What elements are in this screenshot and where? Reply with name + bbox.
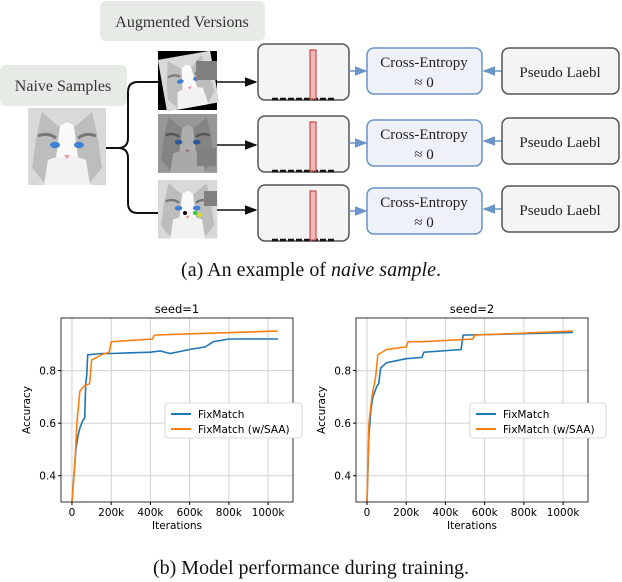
x-tick-label: 200k	[98, 507, 125, 519]
cross-entropy-box	[366, 47, 483, 95]
cross-entropy-box	[366, 119, 483, 167]
augmented-image-3	[156, 178, 219, 240]
caption-a: (a) An example of naive sample.	[181, 259, 441, 281]
chart-title: seed=1	[155, 302, 199, 316]
x-tick-label: 1000k	[547, 507, 581, 519]
legend-frame	[164, 402, 303, 439]
x-tick-label: 400k	[432, 507, 459, 519]
loss-name: Cross-Entropy	[380, 55, 468, 71]
pseudo-label-box	[501, 47, 620, 95]
caption-b: (b) Model performance during training.	[153, 557, 469, 579]
histogram-peak-bar	[309, 121, 317, 172]
histogram-peak-bar	[309, 49, 317, 100]
series-line-fixmatch	[71, 338, 278, 503]
y-tick-label: 0.6	[334, 418, 351, 430]
chart-2: 0 200k 400k 600k 800k 1000k 0.4 0.6 0.8 seed=2 Ite…	[316, 302, 607, 532]
pseudo-label-box	[501, 117, 620, 165]
y-axis-label: Accuracy	[316, 386, 328, 434]
bracket-connector	[106, 81, 158, 214]
legend-label: FixMatch (w/SAA)	[503, 424, 595, 436]
x-tick-label: 800k	[216, 507, 243, 519]
x-axis-label: Iterations	[447, 520, 497, 532]
legend: FixMatch FixMatch (w/SAA)	[469, 402, 607, 439]
y-tick-label: 0.8	[39, 366, 56, 378]
augmented-label: Augmented Versions	[115, 14, 248, 31]
legend: FixMatch FixMatch (w/SAA)	[164, 402, 303, 439]
loss-name: Cross-Entropy	[380, 127, 468, 143]
pseudo-label-box	[501, 185, 620, 233]
chart-1: 0 200k 400k 600k 800k 1000k 0.4 0.6 0.8 seed=1 Ite…	[21, 302, 303, 532]
series-line-fixmatch-saa	[366, 330, 573, 503]
naive-sample-image	[26, 106, 108, 187]
loss-value: ≈ 0	[414, 215, 433, 231]
legend-label: FixMatch	[503, 409, 549, 421]
naive-label-box	[0, 65, 127, 106]
legend-label: FixMatch	[198, 409, 244, 421]
loss-value: ≈ 0	[414, 147, 433, 163]
histogram-peak-bar	[309, 190, 317, 241]
y-tick-label: 0.4	[334, 471, 351, 483]
legend-frame	[469, 402, 607, 439]
loss-value: ≈ 0	[414, 75, 433, 91]
prediction-histogram	[257, 115, 350, 173]
x-tick-label: 600k	[472, 507, 499, 519]
prediction-histogram	[257, 43, 350, 101]
diagram-row: Cross-Entropy ≈ 0 Pseudo Laebl	[217, 43, 620, 101]
y-tick-label: 0.8	[334, 366, 351, 378]
cross-entropy-box	[366, 187, 483, 235]
augmented-image-1	[156, 49, 221, 113]
y-tick-label: 0.4	[39, 471, 56, 483]
augmented-image-2	[156, 112, 219, 174]
diagram-row: Cross-Entropy ≈ 0 Pseudo Laebl	[217, 184, 620, 242]
pseudo-label: Pseudo Laebl	[519, 65, 600, 81]
x-tick-label: 200k	[393, 507, 420, 519]
y-tick-label: 0.6	[39, 418, 56, 430]
prediction-histogram	[257, 184, 350, 242]
diagram-row: Cross-Entropy ≈ 0 Pseudo Laebl	[217, 115, 620, 173]
x-axis-label: Iterations	[152, 520, 202, 532]
naive-label: Naive Samples	[15, 78, 111, 95]
diagram: Augmented Versions Naive Samples Cross-E…	[0, 1, 620, 242]
x-tick-label: 600k	[177, 507, 204, 519]
legend-label: FixMatch (w/SAA)	[198, 424, 290, 436]
series-line-fixmatch-saa	[71, 330, 278, 503]
y-axis-label: Accuracy	[21, 386, 33, 434]
chart-title: seed=2	[450, 302, 494, 316]
x-tick-label: 400k	[137, 507, 164, 519]
x-tick-label: 0	[69, 507, 76, 519]
pseudo-label: Pseudo Laebl	[519, 135, 600, 151]
pseudo-label: Pseudo Laebl	[519, 203, 600, 219]
augmented-label-box	[100, 1, 265, 41]
x-tick-label: 800k	[511, 507, 538, 519]
x-tick-label: 1000k	[252, 507, 286, 519]
x-tick-label: 0	[364, 507, 371, 519]
loss-name: Cross-Entropy	[380, 195, 468, 211]
